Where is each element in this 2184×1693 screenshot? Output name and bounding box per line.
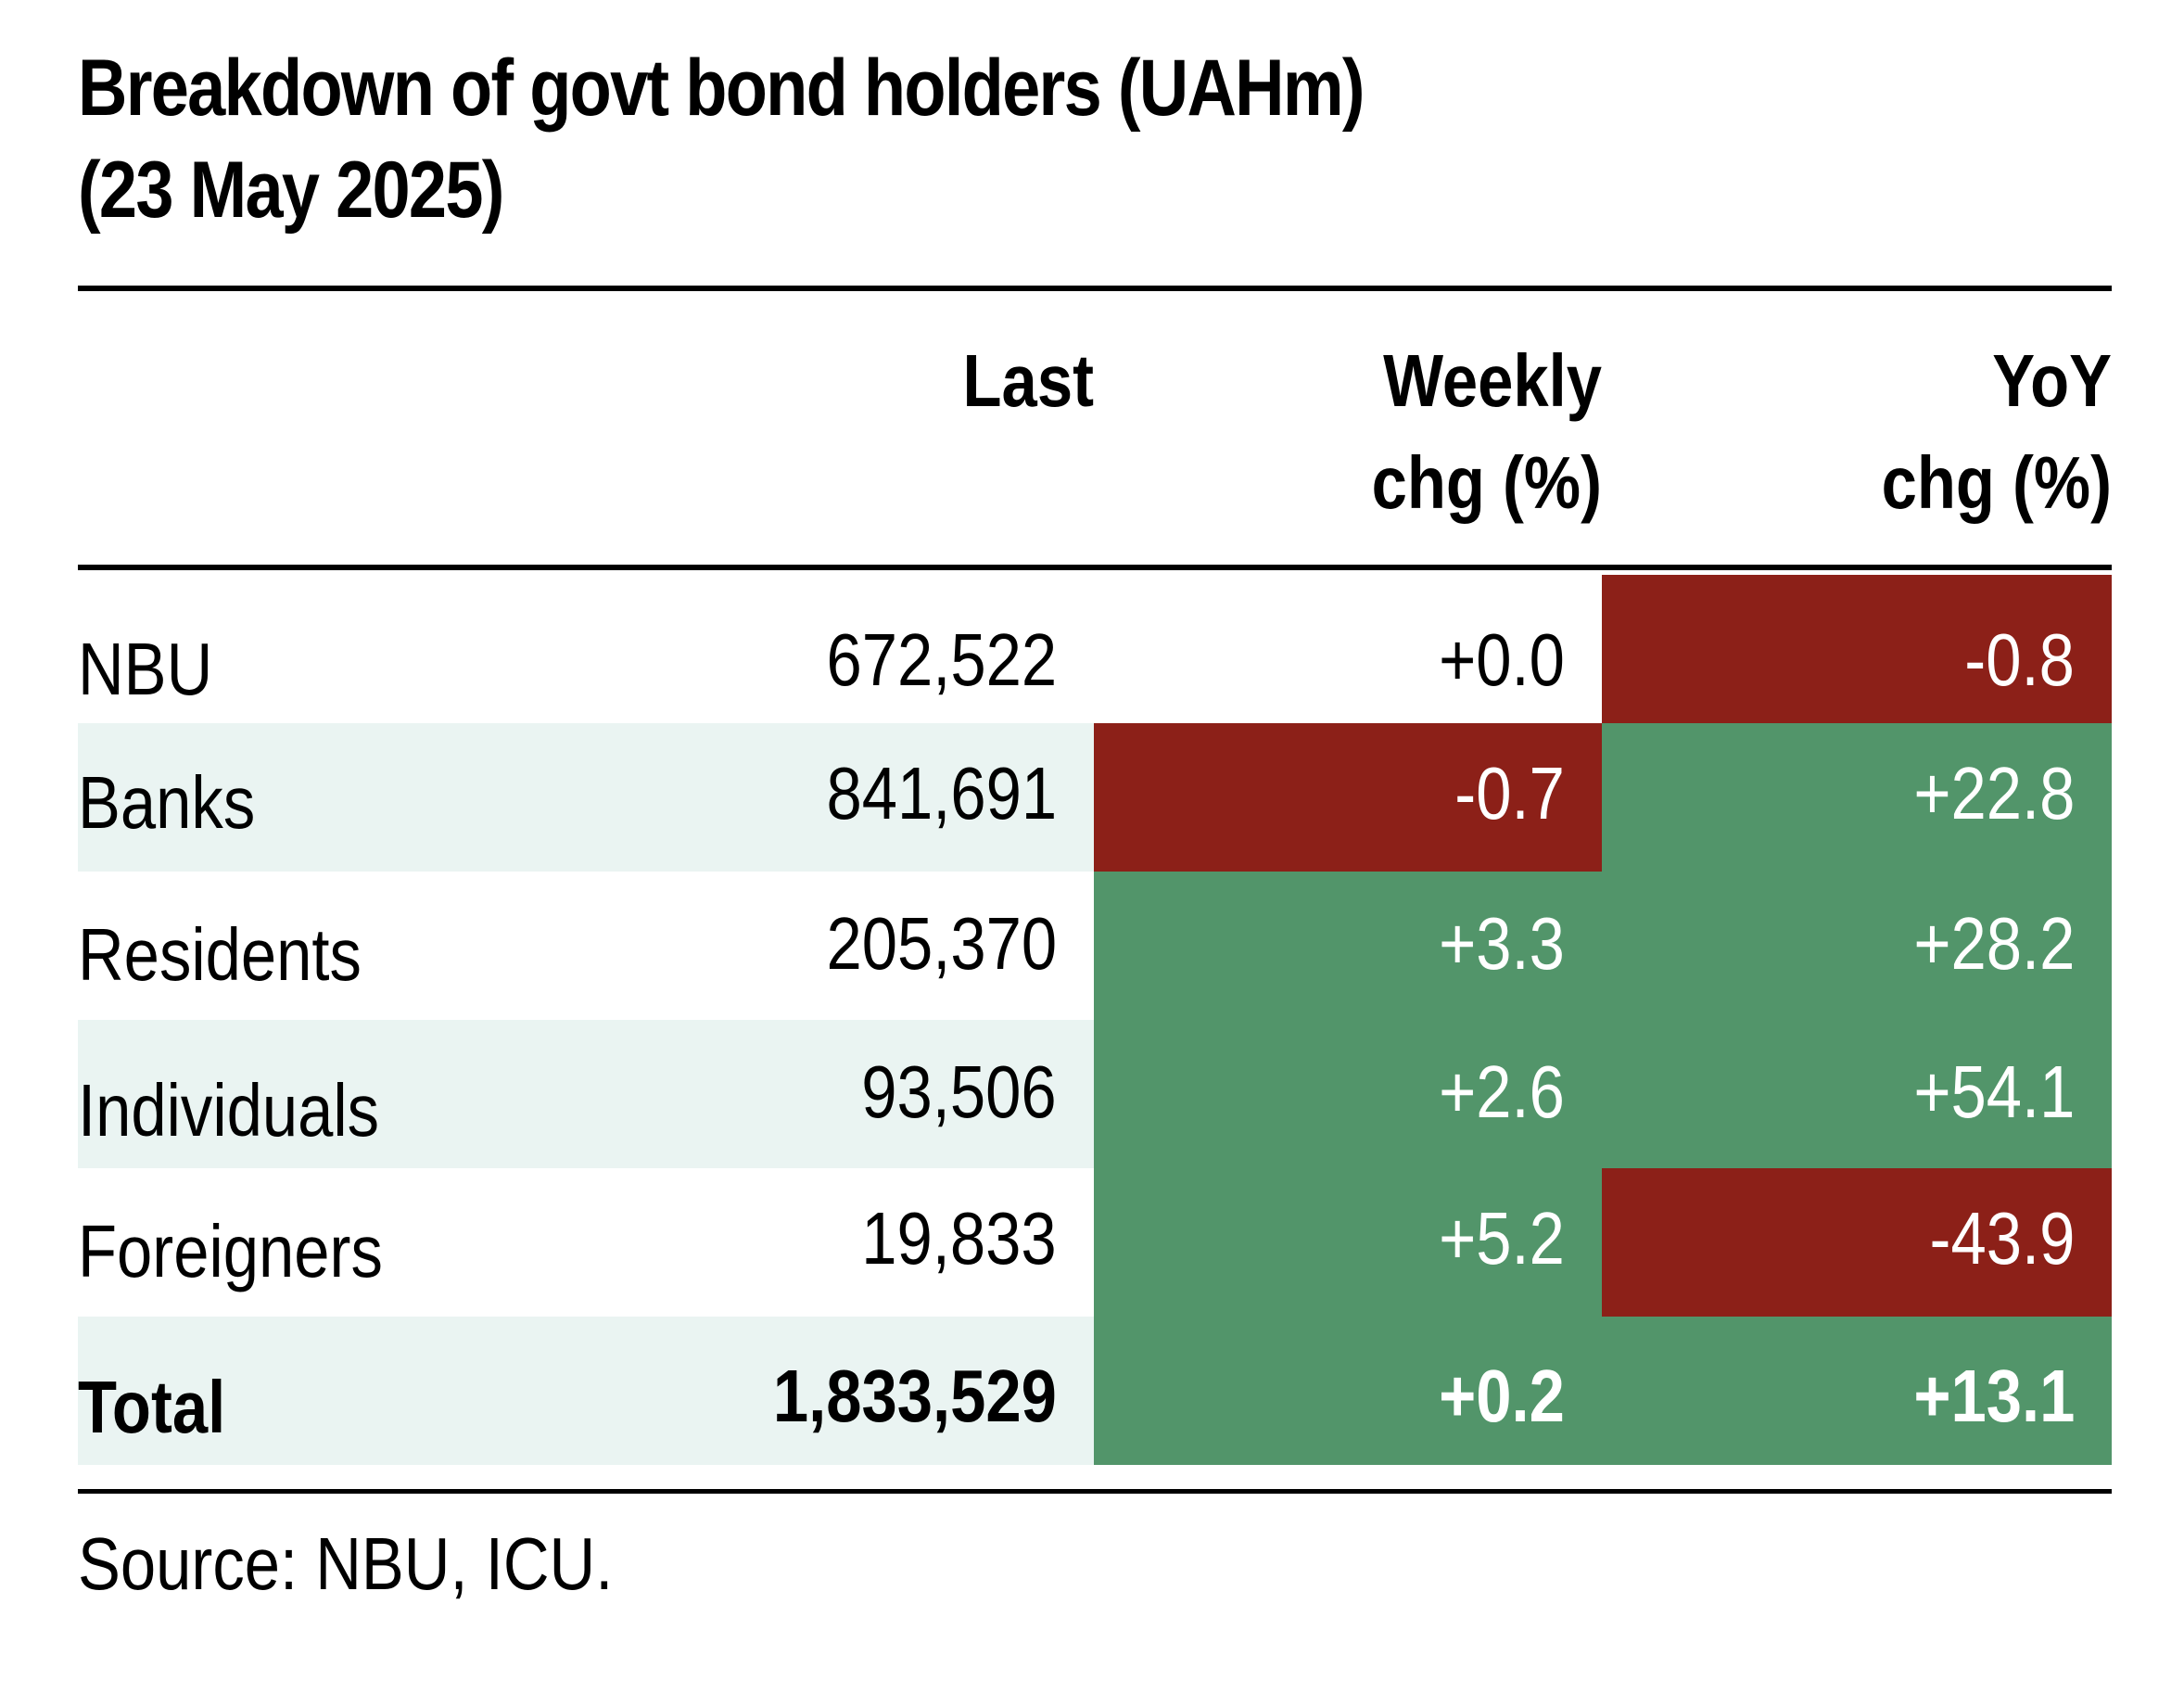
- last-value: 19,833: [861, 1197, 1057, 1279]
- header-yoy-chg: YoY chg (%): [1713, 330, 2112, 534]
- last-value: 841,691: [826, 752, 1057, 834]
- row-label: Foreigners: [78, 1210, 383, 1292]
- header-yoy-line-2: chg (%): [1881, 441, 2112, 524]
- weekly-chg-value: +5.2: [1439, 1197, 1565, 1279]
- yoy-chg-cell: +28.2: [1602, 872, 2112, 1020]
- weekly-chg-value: -0.7: [1454, 752, 1565, 834]
- yoy-chg-value: +22.8: [1912, 752, 2075, 834]
- yoy-chg-value: +13.1: [1912, 1355, 2075, 1437]
- row-label-cell: NBU: [78, 575, 1094, 723]
- title-line-1: Breakdown of govt bond holders (UAHm): [78, 44, 1365, 133]
- last-value: 205,370: [826, 902, 1057, 985]
- yoy-chg-value: +54.1: [1912, 1050, 2075, 1133]
- table-row: Residents 205,370 +3.3 +28.2: [78, 872, 2112, 1020]
- header-weekly-chg: Weekly chg (%): [1203, 330, 1602, 534]
- yoy-chg-cell: +22.8: [1602, 723, 2112, 872]
- row-label-cell: Total: [78, 1317, 1094, 1465]
- last-value: 93,506: [861, 1050, 1057, 1133]
- yoy-chg-value: -43.9: [1929, 1197, 2075, 1279]
- weekly-chg-cell: +5.2: [1094, 1168, 1602, 1317]
- header-last: Last: [775, 330, 1094, 432]
- header-weekly-line-1: Weekly: [1383, 339, 1602, 422]
- last-value-cell: 1,833,529: [78, 1317, 1094, 1465]
- header-rule: [78, 565, 2112, 570]
- header-weekly-line-2: chg (%): [1371, 441, 1602, 524]
- yoy-chg-cell: +54.1: [1602, 1020, 2112, 1168]
- bottom-rule: [78, 1489, 2112, 1494]
- last-value-cell: 841,691: [78, 723, 1094, 872]
- yoy-chg-value: +28.2: [1912, 902, 2075, 985]
- weekly-chg-cell: +0.0: [1094, 575, 1602, 723]
- last-value-cell: 672,522: [78, 575, 1094, 723]
- weekly-chg-cell: -0.7: [1094, 723, 1602, 872]
- row-label: Banks: [78, 761, 256, 844]
- weekly-chg-value: +2.6: [1439, 1050, 1565, 1133]
- row-label: Residents: [78, 913, 362, 996]
- last-value: 672,522: [826, 618, 1057, 701]
- weekly-chg-value: +0.2: [1439, 1355, 1565, 1437]
- row-label-cell: Foreigners: [78, 1168, 1094, 1317]
- last-value-cell: 19,833: [78, 1168, 1094, 1317]
- last-value: 1,833,529: [772, 1355, 1057, 1437]
- yoy-chg-cell: -43.9: [1602, 1168, 2112, 1317]
- row-label: Individuals: [78, 1069, 380, 1152]
- row-label-cell: Banks: [78, 723, 1094, 872]
- row-label-cell: Residents: [78, 872, 1094, 1020]
- weekly-chg-cell: +0.2: [1094, 1317, 1602, 1465]
- row-label: NBU: [78, 628, 213, 710]
- source-note: Source: NBU, ICU.: [78, 1522, 614, 1605]
- header-last-label: Last: [962, 339, 1094, 422]
- table-row: Total 1,833,529 +0.2 +13.1: [78, 1317, 2112, 1465]
- table-row: Individuals 93,506 +2.6 +54.1: [78, 1020, 2112, 1168]
- yoy-chg-cell: -0.8: [1602, 575, 2112, 723]
- chart-title: Breakdown of govt bond holders (UAHm) (2…: [78, 37, 1832, 241]
- row-label-cell: Individuals: [78, 1020, 1094, 1168]
- top-rule: [78, 286, 2112, 291]
- weekly-chg-cell: +3.3: [1094, 872, 1602, 1020]
- yoy-chg-value: -0.8: [1964, 618, 2075, 701]
- yoy-chg-cell: +13.1: [1602, 1317, 2112, 1465]
- weekly-chg-value: +0.0: [1439, 618, 1565, 701]
- table-row: NBU 672,522 +0.0 -0.8: [78, 575, 2112, 723]
- last-value-cell: 205,370: [78, 872, 1094, 1020]
- header-yoy-line-1: YoY: [1992, 339, 2112, 422]
- weekly-chg-value: +3.3: [1439, 902, 1565, 985]
- row-label: Total: [78, 1366, 226, 1448]
- table-row: Foreigners 19,833 +5.2 -43.9: [78, 1168, 2112, 1317]
- last-value-cell: 93,506: [78, 1020, 1094, 1168]
- weekly-chg-cell: +2.6: [1094, 1020, 1602, 1168]
- table-row: Banks 841,691 -0.7 +22.8: [78, 723, 2112, 872]
- title-line-2: (23 May 2025): [78, 146, 504, 235]
